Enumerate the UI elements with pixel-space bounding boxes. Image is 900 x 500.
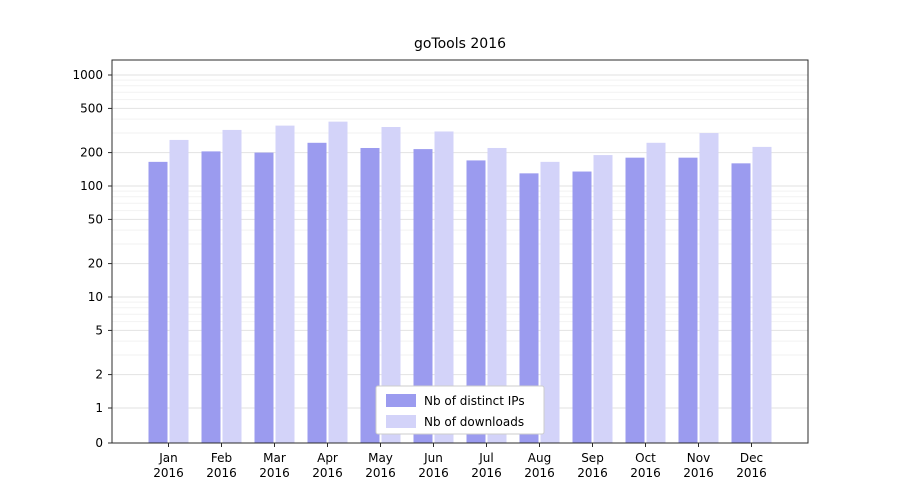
x-tick-label: Oct 2016 — [630, 451, 661, 480]
y-tick-label: 100 — [80, 179, 103, 193]
y-tick-label: 50 — [88, 212, 103, 226]
bar-distinct-ips — [466, 160, 486, 443]
bar-downloads — [434, 131, 454, 443]
bar-downloads — [169, 139, 189, 443]
x-tick-label: Feb 2016 — [206, 451, 237, 480]
legend-swatch — [386, 394, 416, 407]
bar-downloads — [487, 147, 507, 443]
bar-downloads — [328, 121, 348, 444]
x-tick-label: May 2016 — [365, 451, 396, 480]
x-tick-label: Aug 2016 — [524, 451, 555, 480]
plot-border — [111, 59, 809, 444]
bar-distinct-ips — [360, 147, 380, 443]
bar-distinct-ips — [519, 173, 539, 443]
legend-label: Nb of downloads — [424, 415, 524, 429]
bar-downloads — [381, 127, 401, 444]
x-tick-label: Mar 2016 — [259, 451, 290, 480]
legend-swatch — [386, 415, 416, 428]
bar-downloads — [593, 155, 613, 443]
bar-distinct-ips — [731, 163, 751, 443]
x-tick-label: Jul 2016 — [471, 451, 502, 480]
x-tick-label: Apr 2016 — [312, 451, 343, 480]
bar-distinct-ips — [307, 142, 327, 444]
legend-box — [375, 385, 545, 435]
bar-distinct-ips — [625, 157, 645, 444]
y-tick-label: 500 — [80, 101, 103, 115]
y-tick-label: 2 — [95, 368, 103, 382]
x-tick-label: Sep 2016 — [577, 451, 608, 480]
y-tick-label: 20 — [88, 257, 103, 271]
bar-downloads — [275, 125, 295, 443]
bar-downloads — [699, 133, 719, 443]
y-tick-label: 200 — [80, 146, 103, 160]
bar-downloads — [752, 146, 772, 443]
x-tick-label: Dec 2016 — [736, 451, 767, 480]
y-tick-label: 1 — [95, 401, 103, 415]
bar-downloads — [540, 161, 560, 443]
bar-distinct-ips — [201, 151, 221, 443]
y-tick-label: 10 — [88, 290, 103, 304]
y-tick-label: 0 — [95, 436, 103, 450]
bar-downloads — [222, 129, 242, 444]
bar-distinct-ips — [572, 171, 592, 443]
bar-distinct-ips — [148, 161, 168, 443]
legend-label: Nb of distinct IPs — [424, 394, 525, 408]
bar-downloads — [646, 142, 666, 444]
x-tick-label: Nov 2016 — [683, 451, 714, 480]
bar-distinct-ips — [413, 149, 433, 443]
y-tick-label: 1000 — [72, 68, 103, 82]
x-tick-label: Jan 2016 — [153, 451, 184, 480]
bar-distinct-ips — [678, 157, 698, 444]
bar-distinct-ips — [254, 152, 274, 443]
x-tick-label: Jun 2016 — [418, 451, 449, 480]
chart-title: goTools 2016 — [413, 36, 507, 52]
y-tick-label: 5 — [95, 323, 103, 337]
legend: Nb of distinct IPs Nb of downloads — [375, 385, 545, 435]
